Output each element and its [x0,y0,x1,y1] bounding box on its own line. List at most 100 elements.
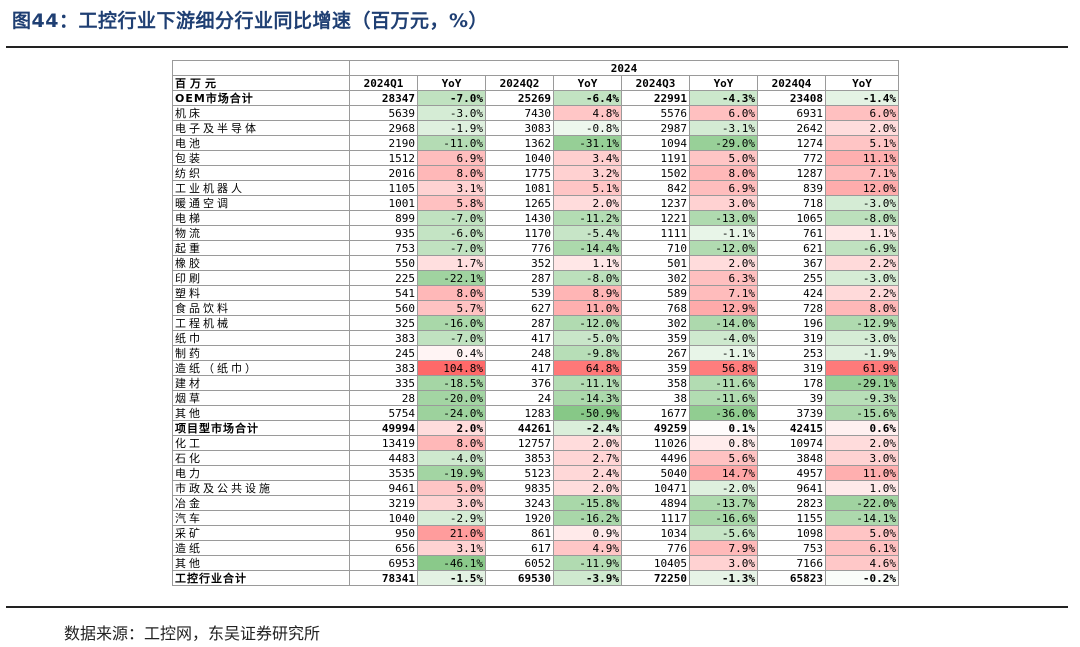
value-cell: 4496 [621,450,690,466]
row-label: 石化 [172,450,350,466]
table-row: 橡胶 550 1.7% 352 1.1% 501 2.0% 367 2.2% [172,255,899,271]
row-label: 印刷 [172,270,350,286]
value-cell: 1265 [485,195,554,211]
table-row-total: 工控行业合计 78341 -1.5% 69530 -3.9% 72250 -1.3% 6582… [172,570,899,586]
yoy-cell: 12.9% [689,300,758,316]
yoy-cell: 2.0% [417,420,486,436]
yoy-cell: -14.1% [825,510,899,526]
yoy-cell: 11.0% [553,300,622,316]
value-cell: 10405 [621,555,690,571]
value-cell: 1677 [621,405,690,421]
yoy-cell: -18.5% [417,375,486,391]
row-label: 暖通空调 [172,195,350,211]
value-cell: 776 [485,240,554,256]
value-cell: 196 [757,315,826,331]
yoy-cell: 3.1% [417,180,486,196]
table-row: 制药 245 0.4% 248 -9.8% 267 -1.1% 253 -1.9% [172,345,899,361]
value-cell: 4483 [349,450,418,466]
yoy-cell: -0.2% [825,570,899,586]
value-cell: 22991 [621,90,690,106]
table-row: 工业机器人 1105 3.1% 1081 5.1% 842 6.9% 839 12.0% [172,180,899,196]
value-cell: 1170 [485,225,554,241]
yoy-cell: -20.0% [417,390,486,406]
table-row: 石化 4483 -4.0% 3853 2.7% 4496 5.6% 3848 3.0% [172,450,899,466]
value-cell: 253 [757,345,826,361]
yoy-cell: 5.8% [417,195,486,211]
table-row: 其他 6953 -46.1% 6052 -11.9% 10405 3.0% 7166 4.6% [172,555,899,571]
value-cell: 761 [757,225,826,241]
yoy-cell: 3.1% [417,540,486,556]
yoy-cell: -6.9% [825,240,899,256]
row-label: 电池 [172,135,350,151]
value-cell: 560 [349,300,418,316]
yoy-cell: -22.0% [825,495,899,511]
table-row: 建材 335 -18.5% 376 -11.1% 358 -11.6% 178 -29.1% [172,375,899,391]
value-cell: 359 [621,330,690,346]
yoy-cell: 0.4% [417,345,486,361]
table-row: 物流 935 -6.0% 1170 -5.4% 1111 -1.1% 761 1.1% [172,225,899,241]
yoy-cell: -50.9% [553,405,622,421]
value-cell: 69530 [485,570,554,586]
column-header: 2024Q4 [757,75,826,91]
value-cell: 539 [485,285,554,301]
yoy-cell: 4.8% [553,105,622,121]
yoy-cell: -13.0% [689,210,758,226]
yoy-cell: 2.0% [689,255,758,271]
yoy-cell: 4.6% [825,555,899,571]
row-label: 工控行业合计 [172,570,350,586]
yoy-cell: 5.0% [825,525,899,541]
value-cell: 335 [349,375,418,391]
yoy-cell: -13.7% [689,495,758,511]
row-label: 塑料 [172,285,350,301]
yoy-cell: 8.0% [689,165,758,181]
row-label: 造纸（纸巾） [172,360,350,376]
yoy-cell: -7.0% [417,210,486,226]
value-cell: 38 [621,390,690,406]
value-cell: 383 [349,330,418,346]
table-row: 包装 1512 6.9% 1040 3.4% 1191 5.0% 772 11.1% [172,150,899,166]
value-cell: 72250 [621,570,690,586]
yoy-cell: -1.9% [825,345,899,361]
value-cell: 417 [485,360,554,376]
row-label: 纸巾 [172,330,350,346]
value-cell: 1065 [757,210,826,226]
table-row: 化工 13419 8.0% 12757 2.0% 11026 0.8% 10974 2.0% [172,435,899,451]
value-cell: 6052 [485,555,554,571]
value-cell: 1283 [485,405,554,421]
yoy-cell: -36.0% [689,405,758,421]
value-cell: 319 [757,330,826,346]
yoy-cell: -2.4% [553,420,622,436]
value-cell: 1040 [349,510,418,526]
year-header-row: 2024 [172,60,899,76]
table-row: 电力 3535 -19.9% 5123 2.4% 5040 14.7% 4957 11.0% [172,465,899,481]
value-cell: 7430 [485,105,554,121]
value-cell: 950 [349,525,418,541]
value-cell: 3739 [757,405,826,421]
yoy-cell: -8.0% [825,210,899,226]
row-label: 制药 [172,345,350,361]
figure-title: 图44：工控行业下游细分行业同比增速（百万元，%） [12,10,488,32]
value-cell: 424 [757,285,826,301]
value-cell: 753 [757,540,826,556]
value-cell: 9641 [757,480,826,496]
empty-corner-cell [172,60,350,76]
row-label: 建材 [172,375,350,391]
row-label: 橡胶 [172,255,350,271]
yoy-cell: -4.0% [689,330,758,346]
value-cell: 753 [349,240,418,256]
value-cell: 1111 [621,225,690,241]
yoy-cell: -4.0% [417,450,486,466]
yoy-cell: -7.0% [417,240,486,256]
value-cell: 541 [349,285,418,301]
table-row: 电池 2190 -11.0% 1362 -31.1% 1094 -29.0% 1274 5.1% [172,135,899,151]
yoy-cell: 11.0% [825,465,899,481]
yoy-cell: 3.2% [553,165,622,181]
yoy-cell: -1.4% [825,90,899,106]
yoy-cell: 56.8% [689,360,758,376]
yoy-cell: -6.0% [417,225,486,241]
row-label: 机床 [172,105,350,121]
yoy-cell: -16.6% [689,510,758,526]
yoy-cell: -3.0% [825,195,899,211]
value-cell: 861 [485,525,554,541]
yoy-cell: -5.6% [689,525,758,541]
